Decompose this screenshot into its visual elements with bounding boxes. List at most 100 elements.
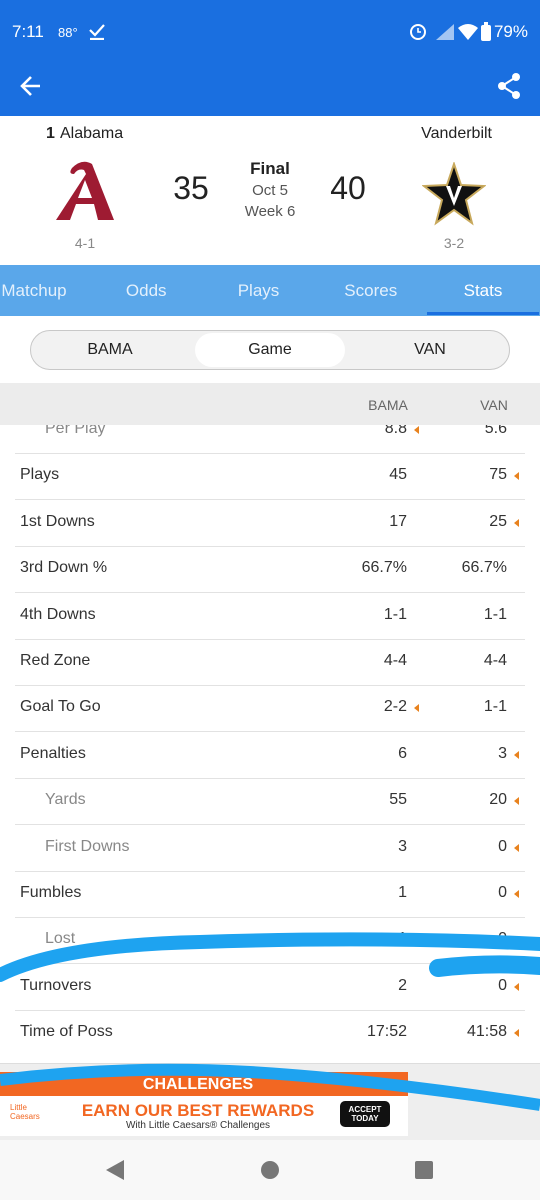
nav-buttons[interactable] — [100, 1156, 440, 1184]
game-status: Final — [250, 159, 290, 178]
tab[interactable]: Stats — [463, 281, 503, 300]
stat-value: 4-4 — [483, 652, 507, 669]
stat-value: 0 — [498, 837, 507, 855]
stat-label: Per Play — [45, 425, 106, 437]
leader-arrow — [514, 472, 519, 481]
row-divider — [15, 592, 525, 594]
status-time: 7:11 — [12, 22, 44, 41]
stat-label: Penalties — [20, 744, 86, 762]
leader-arrow — [514, 1029, 519, 1038]
row-divider — [15, 963, 525, 965]
stat-value: 1-1 — [383, 605, 407, 623]
stat-value: 17:52 — [366, 1023, 407, 1041]
home-name: Alabama — [60, 125, 124, 142]
stat-label: 3rd Down % — [20, 559, 108, 577]
alabama-logo — [56, 161, 114, 220]
stat-value: 8.8 — [384, 425, 407, 437]
stat-value: 0 — [498, 884, 507, 901]
stat-value: 66.7% — [361, 559, 407, 577]
toggle-option[interactable]: BAMA — [87, 341, 133, 358]
stat-label: Lost — [45, 930, 76, 948]
stat-value: 5.6 — [484, 425, 507, 437]
stat-value: 25 — [489, 512, 507, 530]
away-record: 3-2 — [443, 235, 465, 251]
game-date: Oct 5 — [252, 182, 288, 199]
stat-value: 3 — [498, 744, 507, 762]
row-divider — [15, 545, 525, 547]
stat-label: Time of Poss — [20, 1023, 113, 1041]
stat-label: Goal To Go — [20, 698, 101, 716]
game-week: Week 6 — [244, 203, 296, 220]
stat-label: Fumbles — [20, 884, 82, 901]
row-divider — [15, 870, 525, 872]
tab[interactable]: Odds — [125, 281, 167, 300]
ad-button-text[interactable]: ACCEPT TODAY — [348, 1105, 382, 1123]
ad-headline[interactable]: EARN OUR BEST REWARDS — [81, 1101, 315, 1120]
stat-value: 2-2 — [383, 698, 407, 716]
leader-arrow — [514, 982, 519, 991]
table-header — [0, 383, 540, 425]
column-header: VAN — [480, 397, 508, 413]
tab[interactable]: Matchup — [1, 281, 67, 300]
row-divider — [15, 685, 525, 686]
stat-value: 2 — [398, 976, 407, 994]
row-divider — [15, 824, 525, 826]
leader-arrow — [514, 518, 519, 527]
row-divider — [15, 917, 525, 918]
share-button[interactable] — [496, 72, 524, 100]
leader-arrow — [414, 426, 419, 434]
home-rank: 1 — [46, 125, 55, 142]
stat-value: 41:58 — [466, 1023, 507, 1041]
toggle-active — [195, 333, 345, 367]
tab[interactable]: Plays — [237, 281, 280, 300]
stat-label: First Downs — [45, 837, 130, 855]
vanderbilt-logo — [422, 162, 486, 226]
row-divider — [15, 777, 525, 779]
leader-arrow — [514, 890, 519, 898]
back-button[interactable] — [18, 72, 46, 100]
leader-arrow — [514, 797, 519, 806]
tab[interactable]: Scores — [344, 281, 398, 300]
leader-arrow — [514, 936, 519, 945]
stat-value: 0 — [498, 976, 507, 994]
stat-value: 55 — [389, 791, 407, 809]
stat-value: 1-1 — [483, 698, 507, 716]
app-bar — [0, 0, 540, 116]
stat-value: 20 — [489, 791, 507, 809]
row-divider — [15, 453, 525, 454]
row-divider — [15, 1009, 525, 1011]
stat-value: 17 — [389, 512, 407, 530]
toggle-option[interactable]: Game — [248, 341, 292, 358]
battery-level: 79% — [493, 22, 528, 41]
away-score: 40 — [330, 170, 366, 206]
stat-label: Plays — [20, 466, 60, 484]
away-name: Vanderbilt — [421, 125, 492, 142]
ad-banner-text[interactable]: CHALLENGES — [142, 1076, 254, 1093]
row-divider — [15, 731, 525, 733]
stat-value: 75 — [489, 466, 507, 484]
status-icons — [410, 24, 478, 40]
row-divider — [15, 499, 525, 501]
status-temperature: 88° — [58, 25, 78, 40]
column-header: BAMA — [368, 397, 408, 413]
stat-value: 66.7% — [461, 559, 507, 577]
stats-table: Per Play 8.8 5.6 Plays 45 75 1st Downs 17 25 3rd … — [0, 425, 540, 1064]
ad-subline[interactable]: With Little Caesars® Challenges — [125, 1120, 271, 1131]
stat-label: 4th Downs — [20, 605, 96, 623]
stat-value: 1 — [398, 930, 407, 948]
stat-value: 4-4 — [383, 652, 407, 669]
stat-value: 6 — [398, 744, 407, 762]
stat-value: 0 — [498, 930, 507, 948]
home-record: 4-1 — [74, 235, 96, 251]
tab-bar — [0, 265, 540, 316]
stat-value: 45 — [389, 466, 407, 484]
home-score: 35 — [173, 170, 209, 206]
stat-label: Turnovers — [20, 976, 92, 994]
stat-value: 1 — [398, 884, 407, 901]
ad-brand[interactable]: Little Caesars — [10, 1103, 40, 1121]
stat-label: Yards — [45, 791, 86, 809]
check-icon — [89, 24, 105, 40]
leader-arrow — [514, 750, 519, 759]
toggle-option[interactable]: VAN — [414, 341, 446, 358]
